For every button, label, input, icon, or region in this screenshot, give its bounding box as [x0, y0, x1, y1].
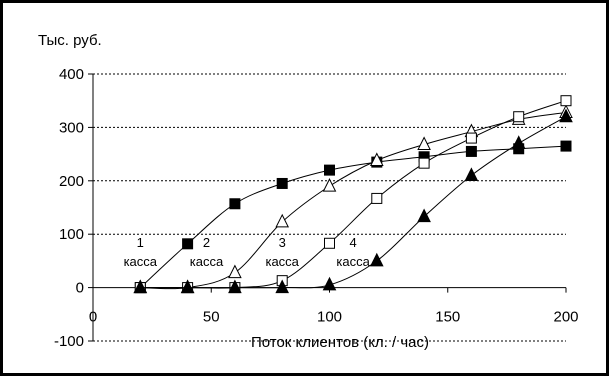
x-tick-label: 50: [203, 309, 220, 326]
y-tick-labels: 400 300 200 100 0 -100: [54, 66, 84, 350]
data-point: [418, 157, 430, 169]
annotation-label: 4 касса: [336, 235, 370, 269]
data-point: [511, 135, 526, 149]
data-point: [275, 279, 290, 294]
y-tick-label: 300: [59, 119, 84, 136]
series-4: [133, 108, 573, 294]
data-point: [133, 279, 148, 294]
annotation-word: касса: [190, 254, 224, 269]
data-point: [324, 164, 335, 176]
x-tick-label: 100: [317, 309, 342, 326]
y-tick-label: 0: [76, 280, 84, 297]
series-layer: [133, 95, 573, 294]
x-tick-label: 0: [89, 309, 97, 326]
data-point: [182, 238, 194, 250]
x-tick-labels: 0 50 100 150 200: [89, 309, 579, 326]
data-point: [180, 279, 195, 294]
data-point: [559, 108, 573, 123]
annotation-word: касса: [265, 254, 299, 269]
data-point: [369, 152, 384, 167]
annotation-label: 2 касса: [190, 235, 224, 269]
data-point: [324, 237, 335, 249]
y-axis-title: Тыс. руб.: [38, 32, 102, 49]
annotation-layer: 1 касса 2 касса 3 касса 4 касса: [124, 235, 371, 269]
y-tick-label: 400: [59, 66, 84, 83]
y-tick-label: 200: [59, 173, 84, 190]
data-point: [560, 140, 572, 152]
data-point: [417, 136, 431, 150]
series-line: [139, 145, 567, 288]
data-point: [417, 208, 431, 223]
annotation-label: 1 касса: [124, 235, 158, 269]
annotation-number: 4: [350, 235, 357, 250]
data-point: [229, 198, 241, 210]
annotation-label: 3 касса: [265, 235, 299, 269]
annotation-number: 3: [279, 235, 286, 250]
x-axis-title: Поток клиентов (кл. / час): [251, 334, 429, 351]
x-tick-label: 200: [553, 309, 578, 326]
data-point: [465, 132, 477, 144]
annotation-word: касса: [336, 254, 370, 269]
data-point: [322, 178, 337, 192]
data-point: [228, 279, 242, 294]
data-point: [465, 145, 477, 157]
annotation-number: 1: [137, 235, 144, 250]
data-point: [228, 264, 242, 279]
series-line: [140, 111, 567, 290]
data-point: [560, 95, 572, 107]
data-point: [464, 167, 479, 181]
series-line: [140, 116, 567, 289]
annotation-number: 2: [203, 235, 210, 250]
y-tick-label: -100: [54, 333, 84, 350]
data-point: [371, 192, 383, 204]
x-tick-label: 150: [435, 309, 460, 326]
data-point: [322, 276, 337, 291]
annotation-word: касса: [124, 254, 158, 269]
data-point: [369, 252, 384, 267]
data-point: [275, 213, 290, 228]
y-tick-label: 100: [59, 226, 84, 243]
data-point: [276, 177, 288, 189]
data-point: [513, 111, 525, 123]
